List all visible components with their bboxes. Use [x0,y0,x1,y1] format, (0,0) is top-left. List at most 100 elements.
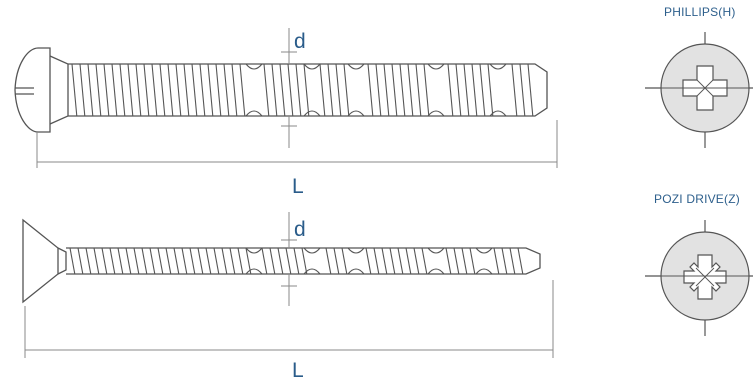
thread-crest [461,247,468,275]
thread-groove [347,63,365,117]
thread-crest [271,63,278,117]
diameter-dimension-flat [281,212,297,306]
length-label-flat: L [292,359,304,382]
thread-crest [463,63,470,117]
thread-crest [269,247,276,275]
thread-crest [415,63,422,117]
thread-crest [399,63,406,117]
thread-crest [383,63,390,117]
thread-crest [471,63,478,117]
thread-crest [191,63,198,117]
pan-head-screw [14,28,558,168]
thread-crest [95,63,102,117]
thread-crest [301,247,308,275]
diameter-label-flat: d [294,218,306,241]
thread-crest [293,247,300,275]
thread-crest [221,247,228,275]
thread-crest [517,247,524,275]
thread-crest [295,63,302,117]
thread-crest [101,247,108,275]
thread-crest [335,63,342,117]
diameter-label: d [294,30,306,53]
thread-crest [511,63,518,117]
pan-head [14,47,51,133]
thread-crest [327,63,334,117]
thread-crest [103,63,110,117]
thread-crest [111,63,118,117]
thread-crest [325,247,332,275]
thread-crest [397,247,404,275]
thread-crest [151,63,158,117]
thread-crest [445,247,452,275]
thread-crest [479,63,486,117]
thread-crest [93,247,100,275]
length-label: L [292,175,304,198]
thread-crest [133,247,140,275]
thread-crest [79,63,86,117]
thread-crest [197,247,204,275]
thread-crest [527,63,534,117]
thread-crest [277,247,284,275]
thread-crest [71,63,78,117]
thread-crest [333,247,340,275]
thread-crest [199,63,206,117]
thread-crest [85,247,92,275]
thread-groove [475,247,493,275]
thread-crest [381,247,388,275]
countersunk-screw [22,212,554,358]
thread-groove [245,63,263,117]
length-dimension [36,120,558,168]
flat-head [22,218,59,304]
thread-crest [447,63,454,117]
thread-groove [245,247,263,275]
thread-crest [127,63,134,117]
thread-crest [287,63,294,117]
thread-crest [279,63,286,117]
slot-line [15,87,34,95]
thread-crest [165,247,172,275]
thread-lines-flat [69,247,524,275]
thread-crest [285,247,292,275]
length-dimension-flat [24,280,554,358]
shank-outline-flat [66,247,541,275]
thread-crest [391,63,398,117]
thread-crest [223,63,230,117]
thread-crest [207,63,214,117]
pozi-caption: POZI DRIVE(Z) [654,192,740,206]
phillips-cross-icon [645,32,753,148]
thread-crest [159,63,166,117]
diameter-dimension [281,28,297,148]
pozi-drive-star-icon [645,220,753,336]
thread-crest [175,63,182,117]
thread-crest [69,247,76,275]
thread-crest [87,63,94,117]
thread-crest [215,63,222,117]
thread-crest [183,63,190,117]
thread-crest [173,247,180,275]
thread-crest [407,63,414,117]
thread-crest [469,247,476,275]
thread-crest [231,63,238,117]
thread-crest [237,247,244,275]
thread-crest [303,63,310,117]
thread-crest [109,247,116,275]
thread-crest [453,247,460,275]
thread-groove [347,247,365,275]
shank-outline [68,63,548,117]
thread-crest [455,63,462,117]
thread-crest [389,247,396,275]
thread-groove [427,247,445,275]
thread-crest [189,247,196,275]
thread-crest [375,63,382,117]
thread-crest [141,247,148,275]
thread-crest [365,247,372,275]
thread-crest [367,63,374,117]
thread-crest [167,63,174,117]
thread-groove [489,63,507,117]
thread-crest [423,63,430,117]
thread-lines [71,63,534,117]
thread-crest [135,63,142,117]
thread-crest [263,63,270,117]
thread-crest [487,63,494,117]
